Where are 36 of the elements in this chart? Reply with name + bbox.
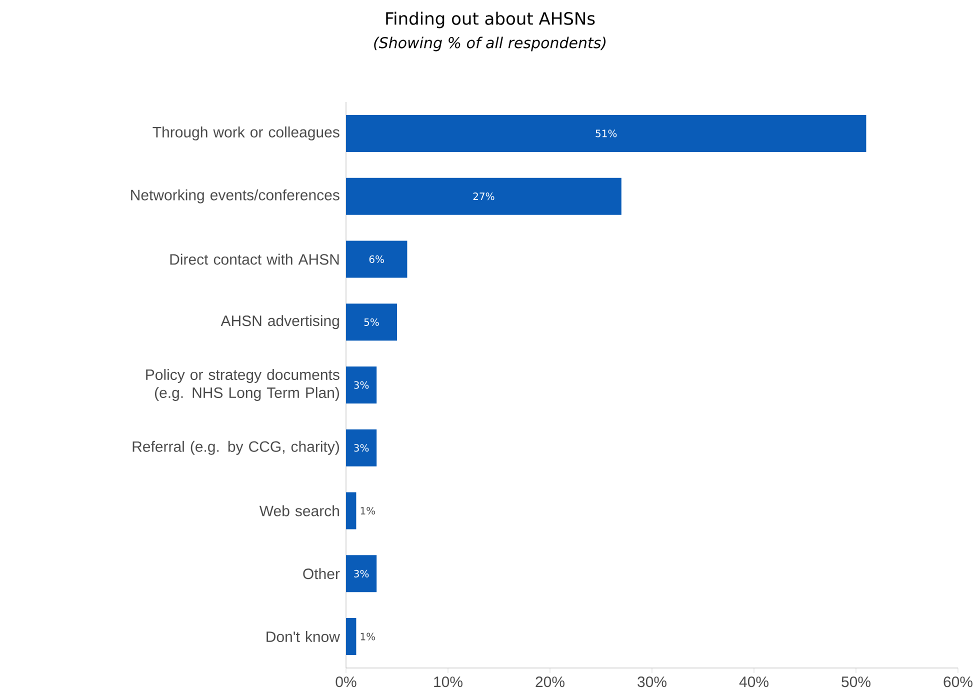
chart-subtitle: (Showing % of all respondents) — [374, 36, 606, 52]
y-tick-label: Don't know — [266, 631, 340, 642]
data-label: 27% — [473, 192, 494, 200]
data-label: 3% — [354, 444, 369, 452]
bar — [346, 366, 377, 404]
bar — [346, 492, 356, 530]
x-tick-label: 10% — [434, 676, 462, 688]
x-tick-label: 30% — [638, 676, 666, 688]
chart-title: Finding out about AHSNs — [386, 12, 595, 28]
data-label: 51% — [596, 130, 617, 138]
bar — [346, 618, 356, 656]
y-tick-label: Web search — [259, 505, 339, 516]
data-label: 6% — [369, 255, 384, 264]
bar — [346, 304, 398, 341]
y-tick-label: AHSN advertising — [220, 315, 339, 330]
y-tick-label: Other — [303, 568, 340, 580]
x-tick-label: 40% — [739, 676, 768, 688]
x-tick-label: 0% — [336, 676, 356, 688]
y-tick-label: Direct contact with AHSN — [170, 254, 339, 265]
bar — [346, 178, 622, 215]
data-label: 3% — [354, 381, 369, 389]
data-label: 5% — [364, 318, 379, 326]
data-label: 1% — [360, 632, 376, 640]
data-label: 3% — [354, 570, 369, 578]
y-tick-label: Through work or colleagues — [152, 126, 340, 140]
data-label: 1% — [360, 506, 376, 515]
bar — [346, 114, 866, 152]
x-tick-label: 20% — [536, 676, 564, 688]
y-tick-label: Policy or strategy documents (e.g. NHS Long Term Plan) — [146, 369, 340, 401]
y-tick-label: Networking events/conferences — [131, 189, 340, 204]
y-tick-label: Referral (e.g. by CCG, charity) — [132, 440, 340, 455]
bar — [346, 555, 377, 592]
bar — [346, 240, 408, 278]
x-tick-label: 60% — [944, 676, 972, 688]
x-tick-label: 50% — [842, 676, 870, 688]
bar — [346, 429, 377, 466]
